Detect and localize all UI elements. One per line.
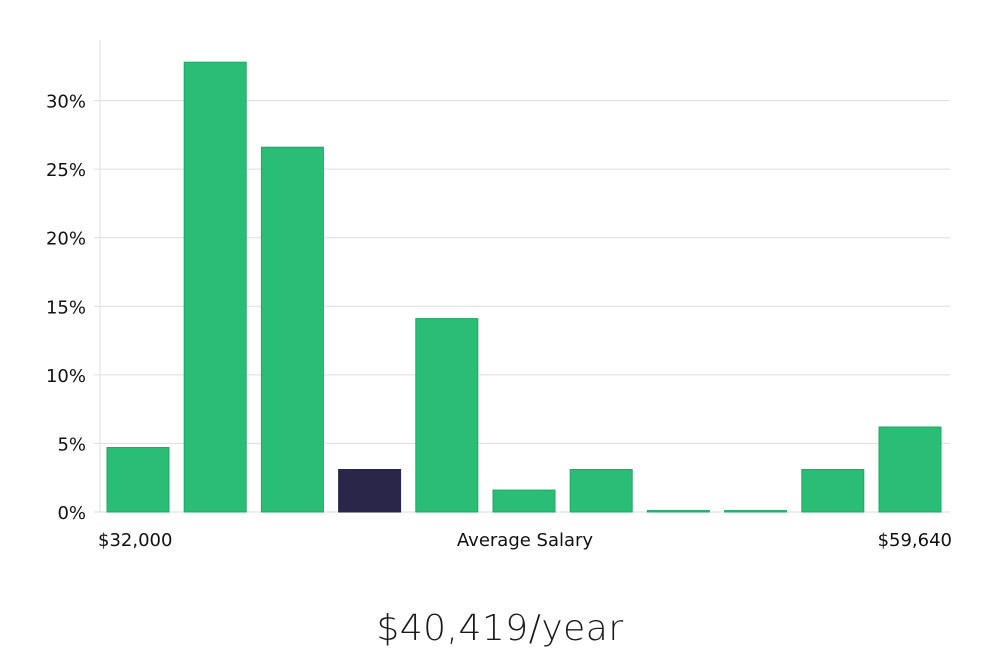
x-axis-title: Average Salary: [457, 530, 594, 551]
histogram-bar: [646, 510, 710, 513]
histogram-bar: [183, 61, 247, 513]
y-tick-label: 10%: [46, 366, 86, 387]
y-tick-label: 25%: [46, 160, 86, 181]
histogram-bar: [415, 318, 479, 513]
histogram-bar: [492, 489, 556, 513]
y-tick-label: 15%: [46, 297, 86, 318]
y-tick-label: 0%: [57, 503, 86, 524]
histogram-bar: [569, 469, 633, 513]
histogram-bar: [724, 510, 788, 513]
histogram-bar-highlighted: [338, 469, 402, 513]
y-tick-label: 5%: [57, 434, 86, 455]
y-tick-label: 20%: [46, 229, 86, 250]
histogram-bar: [106, 447, 170, 513]
histogram-bar: [878, 426, 942, 513]
x-max-label: $59,640: [878, 530, 952, 551]
y-tick-label: 30%: [46, 92, 86, 113]
x-min-label: $32,000: [98, 530, 172, 551]
label-layer: $32,000 Average Salary $59,640: [98, 530, 952, 551]
salary-histogram: 0% 5% 10% 15% 20% 25% 30% $32,000 Average Sala…: [46, 40, 952, 551]
histogram-bar: [801, 469, 865, 513]
bar-layer: [106, 61, 942, 513]
histogram-bar: [260, 146, 324, 513]
average-salary-value: $40,419/year: [376, 608, 624, 649]
grid-layer: 0% 5% 10% 15% 20% 25% 30%: [46, 40, 950, 524]
